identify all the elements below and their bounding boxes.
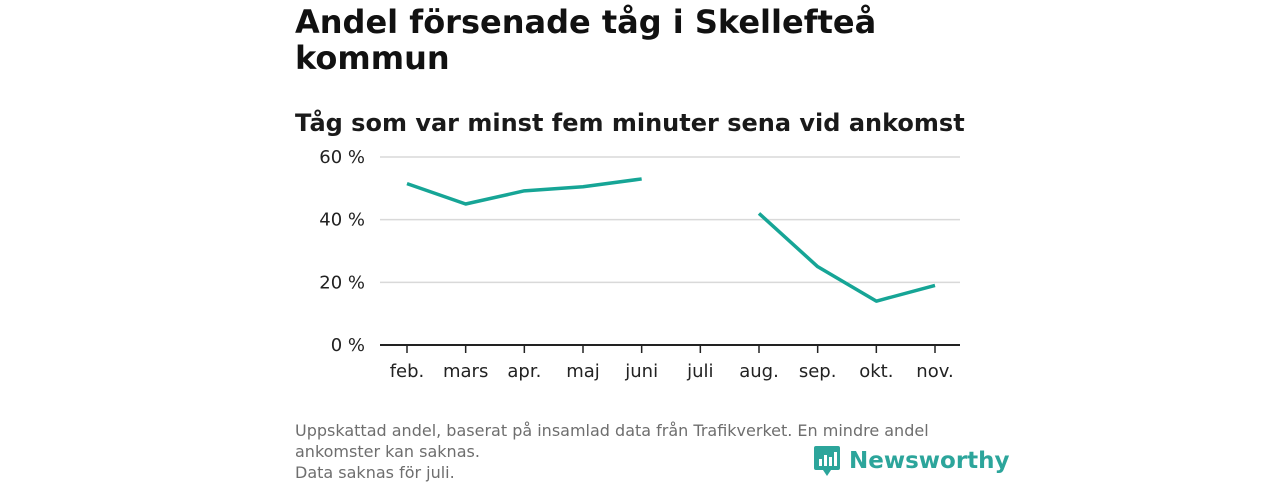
- x-tick-label: feb.: [390, 361, 425, 382]
- x-tick-label: nov.: [916, 361, 953, 382]
- series-line-segment: [406, 177, 642, 206]
- chart-footer: Uppskattad andel, baserat på insamlad da…: [295, 420, 995, 483]
- x-tick-label: maj: [566, 361, 600, 382]
- x-axis-ticks: feb. mars apr. maj juni juli aug. sep. okt. nov.: [390, 345, 954, 382]
- x-tick-label: juli: [686, 361, 713, 382]
- newsworthy-logo[interactable]: Newsworthy: [813, 444, 1010, 478]
- x-tick-label: juni: [624, 361, 658, 382]
- x-tick-label: mars: [443, 361, 488, 382]
- chart-subtitle: Tåg som var minst fem minuter sena vid a…: [295, 109, 965, 137]
- x-tick-label: apr.: [507, 361, 541, 382]
- y-tick-label: 0 %: [331, 335, 365, 356]
- x-tick-label: aug.: [739, 361, 779, 382]
- grid-layer: [380, 156, 960, 346]
- footer-note-missing: Data saknas för juli.: [295, 463, 455, 482]
- series-line-segment: [757, 212, 936, 303]
- x-tick-label: okt.: [859, 361, 893, 382]
- footer-note-source: Uppskattad andel, baserat på insamlad da…: [295, 421, 929, 461]
- y-tick-label: 40 %: [319, 210, 365, 231]
- y-tick-label: 60 %: [319, 147, 365, 168]
- y-axis-ticks: 0 % 20 % 40 % 60 %: [319, 147, 365, 356]
- newsworthy-chart-icon: [814, 446, 840, 476]
- chart-title: Andel försenade tåg i Skellefteå kommun: [295, 3, 877, 77]
- y-tick-label: 20 %: [319, 272, 365, 293]
- x-tick-label: sep.: [799, 361, 837, 382]
- newsworthy-logo-text: Newsworthy: [849, 448, 1010, 474]
- series-lines: [406, 177, 936, 303]
